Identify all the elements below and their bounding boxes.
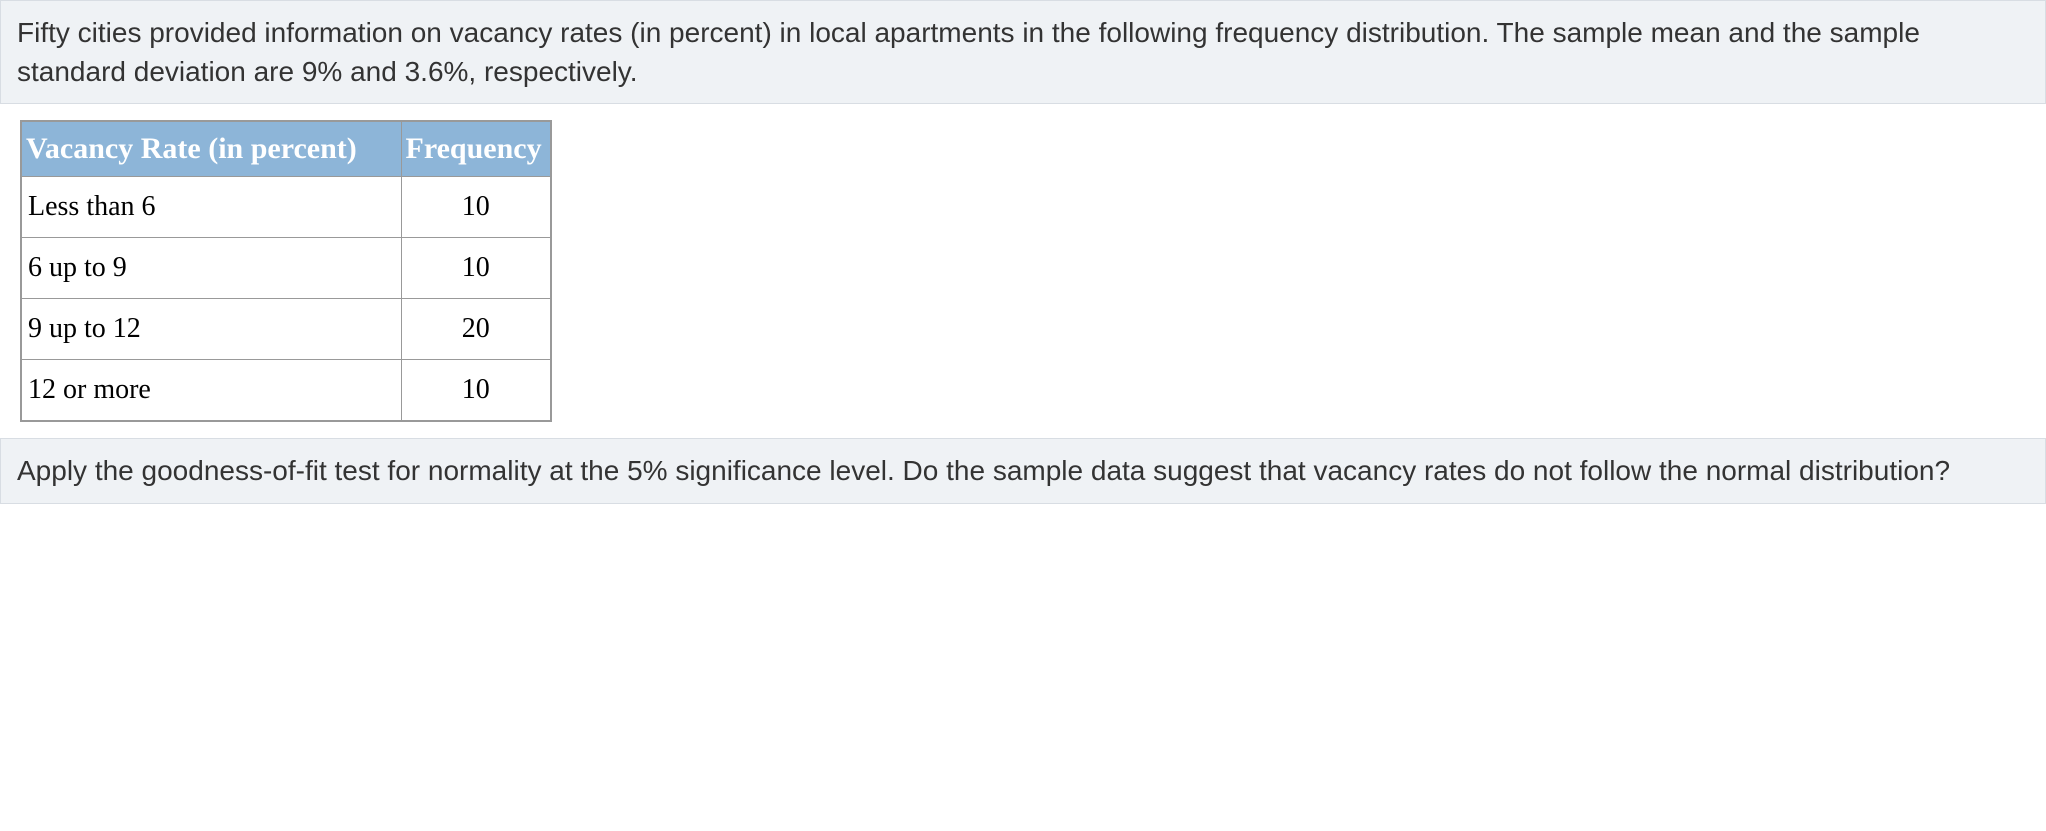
frequency-table: Vacancy Rate (in percent) Frequency Less… <box>20 120 552 422</box>
cell-rate: 9 up to 12 <box>21 299 401 360</box>
table-header-row: Vacancy Rate (in percent) Frequency <box>21 121 551 177</box>
table-row: Less than 6 10 <box>21 177 551 238</box>
cell-freq: 20 <box>401 299 551 360</box>
cell-rate: Less than 6 <box>21 177 401 238</box>
cell-freq: 10 <box>401 360 551 422</box>
cell-rate: 6 up to 9 <box>21 238 401 299</box>
table-row: 9 up to 12 20 <box>21 299 551 360</box>
intro-text: Fifty cities provided information on vac… <box>17 17 1920 87</box>
cell-freq: 10 <box>401 238 551 299</box>
cell-freq: 10 <box>401 177 551 238</box>
question-paragraph: Apply the goodness-of-fit test for norma… <box>0 438 2046 503</box>
header-frequency: Frequency <box>401 121 551 177</box>
intro-paragraph: Fifty cities provided information on vac… <box>0 0 2046 104</box>
table-container: Vacancy Rate (in percent) Frequency Less… <box>0 104 2046 438</box>
table-row: 12 or more 10 <box>21 360 551 422</box>
cell-rate: 12 or more <box>21 360 401 422</box>
question-text: Apply the goodness-of-fit test for norma… <box>17 455 1950 486</box>
header-vacancy-rate: Vacancy Rate (in percent) <box>21 121 401 177</box>
table-row: 6 up to 9 10 <box>21 238 551 299</box>
